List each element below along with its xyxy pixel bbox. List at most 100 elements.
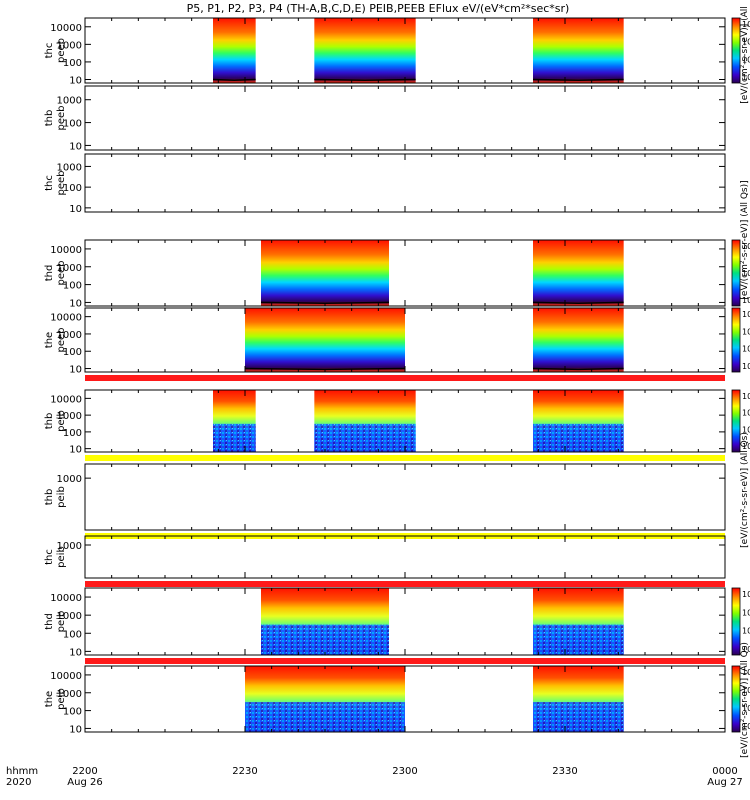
y-tick-label: 10000 bbox=[50, 593, 82, 604]
y-tick-label: 100 bbox=[63, 119, 82, 130]
colorbar-tick-label: 10⁶ bbox=[742, 345, 750, 354]
y-tick-label: 10 bbox=[69, 365, 82, 376]
panel-thb-peeb: 1000 100 10 thb peeb bbox=[44, 85, 726, 152]
mode-band bbox=[85, 455, 725, 461]
y-tick-label: 10 bbox=[69, 298, 82, 309]
y-tick-label: 100 bbox=[63, 428, 82, 439]
panel-product-label: peeb bbox=[56, 171, 67, 196]
panel-stack: 10000100010010thcpeeb10⁸10⁷10⁶10⁵1000100… bbox=[44, 17, 750, 735]
colorbar-tick-label: 10⁴ bbox=[742, 425, 750, 434]
y-tick-label: 1000 bbox=[57, 541, 82, 552]
y-tick-label: 10 bbox=[69, 647, 82, 658]
panel-frame bbox=[84, 239, 726, 307]
panel-probe-label: thc bbox=[44, 549, 55, 565]
colorbar-tick-label: 10⁵ bbox=[742, 608, 750, 617]
colorbar-tick-label: 10⁵ bbox=[742, 73, 750, 82]
colorbar-tick-label: 10⁷ bbox=[742, 242, 750, 251]
colorbar-tick-label: 10⁵ bbox=[742, 409, 750, 418]
mode-band bbox=[85, 375, 725, 381]
colorbar-unit-label: [eV/(cm²-s-sr-eV)] (All bbox=[740, 6, 750, 104]
panel-probe-label: thc bbox=[44, 175, 55, 191]
mode-band bbox=[85, 581, 725, 587]
time-tick-label: 2230 bbox=[232, 766, 257, 777]
colorbar bbox=[731, 389, 741, 453]
y-tick-label: 1000 bbox=[57, 162, 82, 173]
y-tick-label: 100 bbox=[63, 281, 82, 292]
panel-product-label: peib bbox=[56, 410, 67, 432]
colorbar-tick-label: 10⁶ bbox=[742, 590, 750, 599]
y-tick-label: 10000 bbox=[50, 313, 82, 324]
time-tick-label: 2300 bbox=[392, 766, 417, 777]
panel-product-label: peeb bbox=[56, 328, 67, 353]
y-tick-label: 1000 bbox=[57, 263, 82, 274]
colorbar-tick-label: 10⁶ bbox=[742, 55, 750, 64]
colorbar-unit-label: [eV/(cm²-s-sr-eV)] (All Qs) bbox=[740, 432, 750, 548]
panel-product-label: peeb bbox=[56, 106, 67, 131]
panel-probe-label: the bbox=[44, 691, 55, 707]
panel-product-label: peeb bbox=[56, 38, 67, 63]
colorbar-tick-label: 10⁵ bbox=[742, 296, 750, 305]
colorbar-unit-labels: [eV/(cm²-s-sr-eV)] (All [eV/(cm²-s-sr-eV)… bbox=[740, 6, 750, 758]
y-tick-label: 10 bbox=[69, 75, 82, 86]
spectrogram-block bbox=[533, 18, 624, 83]
panel-probe-label: the bbox=[44, 332, 55, 348]
colorbar-unit-label: [eV/(cm²-s-sr-eV)] (All Qs) bbox=[740, 642, 750, 758]
y-tick-label: 10000 bbox=[50, 245, 82, 256]
colorbar-tick-label: 10⁴ bbox=[742, 627, 750, 636]
y-tick-label: 10 bbox=[69, 445, 82, 456]
time-tick-label: 2330 bbox=[552, 766, 577, 777]
panel-probe-label: thb bbox=[44, 413, 55, 430]
y-tick-label: 1000 bbox=[57, 474, 82, 485]
spectrogram-block bbox=[533, 240, 624, 306]
panel-frame bbox=[84, 587, 726, 656]
panel-probe-label: thd bbox=[44, 613, 55, 630]
panel-product-label: peeb bbox=[56, 261, 67, 286]
panel-product-label: peib bbox=[56, 546, 67, 568]
colorbar-tick-label: 10⁸ bbox=[742, 20, 750, 29]
ion-noise-region bbox=[245, 702, 405, 732]
panel-frame bbox=[84, 535, 726, 579]
spacecraft-potential-line bbox=[532, 78, 624, 82]
y-tick-label: 1000 bbox=[57, 96, 82, 107]
colorbar-tick-label: 10⁷ bbox=[742, 38, 750, 47]
mode-band bbox=[85, 658, 725, 664]
panel-probe-label: thd bbox=[44, 265, 55, 282]
y-tick-label: 100 bbox=[63, 347, 82, 358]
time-axis-label-year: 2020 bbox=[6, 777, 31, 788]
panel-frame bbox=[84, 153, 726, 213]
colorbar-unit-label: [eV/(cm²-s-sr-eV)] (All Qs)] bbox=[740, 180, 750, 299]
panel-probe-label: thb bbox=[44, 110, 55, 127]
time-tick-label: 0000 bbox=[712, 766, 737, 777]
colorbar-tick-label: 10³ bbox=[742, 645, 750, 654]
panel-probe-label: thb bbox=[44, 489, 55, 506]
y-tick-label: 10000 bbox=[50, 394, 82, 405]
panel-thc-peeb: 1000 100 10 thc peeb bbox=[44, 153, 726, 215]
y-tick-label: 10000 bbox=[50, 671, 82, 682]
spacecraft-potential-line bbox=[314, 78, 416, 82]
spectrogram-block bbox=[213, 18, 256, 83]
ion-noise-region bbox=[213, 423, 256, 452]
colorbar-tick-label: 10⁶ bbox=[742, 668, 750, 677]
spectrogram-block bbox=[314, 18, 416, 83]
ion-noise-region bbox=[533, 624, 624, 655]
spacecraft-potential-line bbox=[212, 78, 256, 82]
colorbar-tick-label: 10⁶ bbox=[742, 392, 750, 401]
spectrogram-block bbox=[245, 308, 405, 372]
panel-frame bbox=[84, 85, 726, 151]
spacecraft-potential-line bbox=[532, 301, 624, 304]
y-tick-label: 1000 bbox=[57, 40, 82, 51]
y-tick-label: 1000 bbox=[57, 689, 82, 700]
y-tick-label: 100 bbox=[63, 183, 82, 194]
y-tick-label: 1000 bbox=[57, 611, 82, 622]
colorbar-tick-label: 10⁶ bbox=[742, 269, 750, 278]
colorbar-tick-label: 10⁴ bbox=[742, 704, 750, 713]
time-tick-label: 2200 bbox=[72, 766, 97, 777]
time-axis-label-hhmm: hhmm bbox=[6, 766, 38, 777]
colorbar-tick-label: 10⁵ bbox=[742, 686, 750, 695]
